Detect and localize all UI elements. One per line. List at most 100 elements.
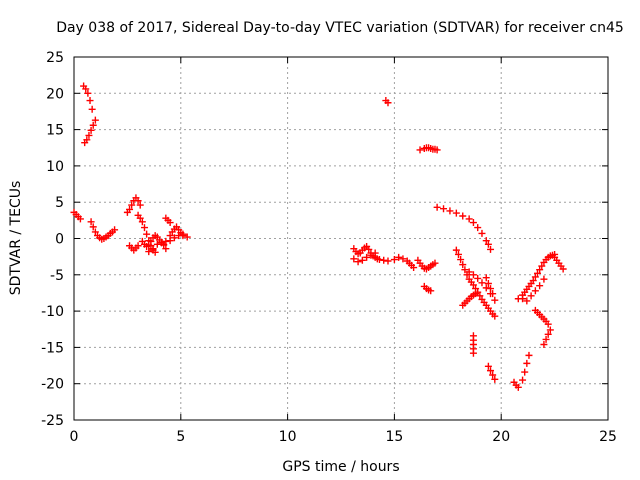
data-point [469, 219, 477, 227]
data-point [128, 201, 136, 209]
y-tick-label: -5 [50, 268, 64, 284]
data-point [410, 264, 418, 272]
y-axis-label: SDTVAR / TECUs [8, 181, 24, 296]
data-point [111, 226, 119, 234]
data-point [87, 218, 95, 226]
x-tick-label: 10 [279, 429, 297, 445]
data-point [126, 205, 134, 213]
chart-title: Day 038 of 2017, Sidereal Day-to-day VTE… [56, 20, 624, 36]
data-point [89, 121, 97, 129]
data-point [523, 297, 531, 305]
data-point [531, 273, 539, 281]
data-point [465, 215, 473, 223]
y-tick-label: -20 [41, 377, 64, 393]
data-point [89, 223, 97, 231]
y-tick-label: 0 [55, 232, 64, 248]
data-point [487, 245, 495, 253]
data-point [380, 256, 388, 264]
y-tick-label: -15 [41, 340, 64, 356]
data-point [145, 248, 153, 256]
data-point [536, 282, 544, 290]
y-tick-label: 15 [46, 123, 64, 139]
data-point [491, 312, 499, 320]
data-point [482, 284, 490, 292]
data-point [482, 274, 490, 282]
data-point [452, 209, 460, 217]
data-point [540, 340, 548, 348]
data-point [149, 245, 157, 253]
data-point [536, 266, 544, 274]
data-point [472, 290, 480, 298]
data-point [175, 232, 183, 240]
data-point [454, 250, 462, 258]
data-point [138, 218, 146, 226]
data-point [478, 279, 486, 287]
y-tick-label: 10 [46, 159, 64, 175]
data-point [538, 262, 546, 270]
data-point [86, 97, 94, 105]
data-point [162, 245, 170, 253]
data-point [91, 116, 99, 124]
data-point [544, 330, 552, 338]
data-point [153, 240, 161, 248]
data-point [151, 248, 159, 256]
data-point [478, 229, 486, 237]
x-tick-label: 25 [599, 429, 617, 445]
data-point [523, 359, 531, 367]
data-point [529, 277, 537, 285]
y-tick-label: 25 [46, 50, 64, 66]
data-point [491, 296, 499, 304]
data-point [457, 256, 465, 264]
data-point [354, 258, 362, 266]
data-point [465, 268, 473, 276]
x-tick-label: 5 [176, 429, 185, 445]
data-point [85, 131, 93, 139]
data-point [179, 230, 187, 238]
data-point [160, 241, 168, 249]
x-axis-label: GPS time / hours [282, 459, 399, 475]
data-point [390, 256, 398, 264]
data-point [84, 89, 92, 97]
data-point [459, 261, 467, 269]
y-tick-label: -10 [41, 304, 64, 320]
data-point [521, 368, 529, 376]
data-point [375, 256, 383, 264]
data-point [136, 201, 144, 209]
data-point [519, 376, 527, 384]
data-point [91, 228, 99, 236]
data-point [461, 266, 469, 274]
data-point [484, 362, 492, 370]
data-point [395, 253, 403, 261]
data-point [542, 335, 550, 343]
data-point [482, 237, 490, 245]
data-point [170, 234, 178, 242]
data-point [384, 99, 392, 107]
data-point [433, 146, 441, 154]
data-point [87, 126, 95, 134]
x-tick-label: 0 [70, 429, 79, 445]
data-point [134, 242, 142, 250]
data-point [350, 255, 358, 263]
data-point [140, 224, 148, 232]
data-point [544, 320, 552, 328]
grid [74, 57, 608, 420]
y-tick-label: -25 [41, 413, 64, 429]
data-point [358, 256, 366, 264]
data-point [166, 237, 174, 245]
data-point [469, 271, 477, 279]
data-point [83, 136, 91, 144]
x-tick-label: 20 [492, 429, 510, 445]
data-point [363, 253, 371, 261]
data-point [143, 230, 151, 238]
data-point [88, 105, 96, 113]
data-point [459, 212, 467, 220]
data-point [525, 351, 533, 359]
data-point [534, 269, 542, 277]
data-point [559, 265, 567, 273]
data-point [469, 349, 477, 357]
data-point [162, 237, 170, 245]
data-point [487, 285, 495, 293]
data-point [531, 287, 539, 295]
data-point [484, 240, 492, 248]
